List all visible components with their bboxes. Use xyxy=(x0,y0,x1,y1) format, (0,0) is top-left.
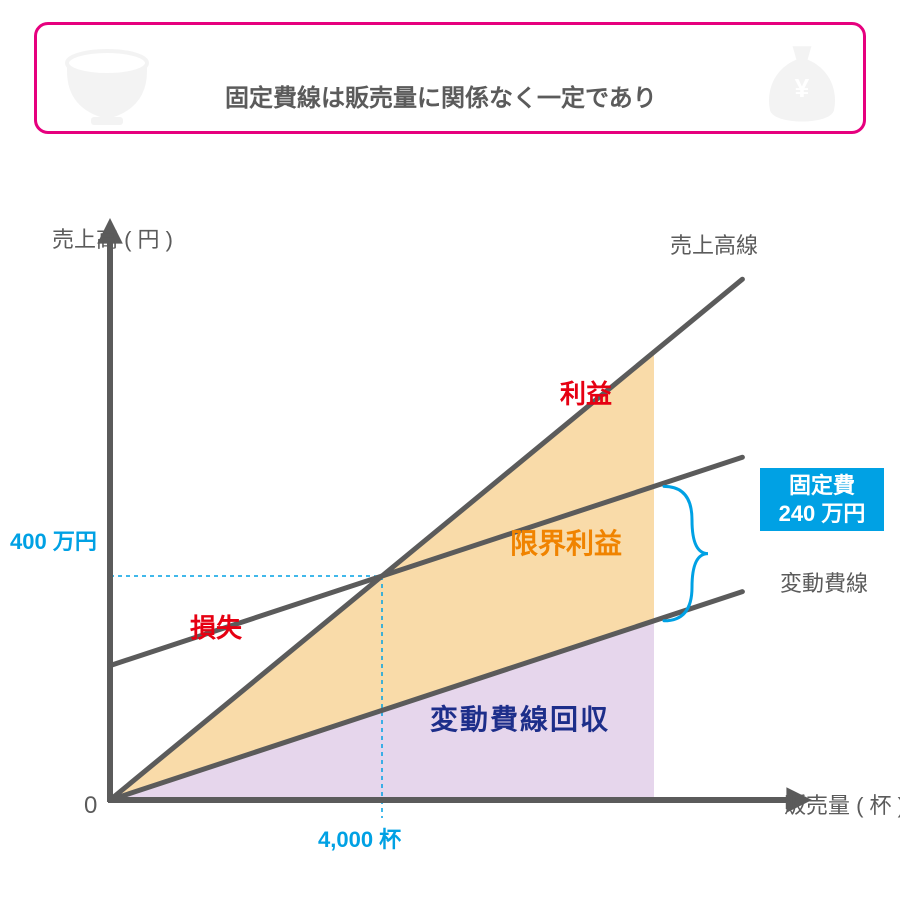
fixed-cost-badge: 固定費 240 万円 xyxy=(760,468,884,531)
fixed-cost-line1: 固定費 xyxy=(789,473,855,498)
loss-label: 損失 xyxy=(190,608,242,645)
fixed-cost-line2: 240 万円 xyxy=(779,501,866,526)
x-tick-4000: 4,000 杯 xyxy=(318,822,401,854)
profit-label: 利益 xyxy=(560,374,612,411)
marginal-profit-label: 限界利益 xyxy=(510,522,622,562)
y-tick-400: 400 万円 xyxy=(10,524,97,556)
variable-recovery-label: 変動費線回収 xyxy=(430,698,610,738)
sales-line-label: 売上高線 xyxy=(670,228,758,260)
x-axis-label: 販売量 ( 杯 ) xyxy=(784,788,900,820)
origin-label: 0 xyxy=(84,792,97,820)
breakeven-chart xyxy=(0,0,900,900)
y-axis-label: 売上高 ( 円 ) xyxy=(52,222,173,254)
variable-line-label: 変動費線 xyxy=(780,566,868,598)
